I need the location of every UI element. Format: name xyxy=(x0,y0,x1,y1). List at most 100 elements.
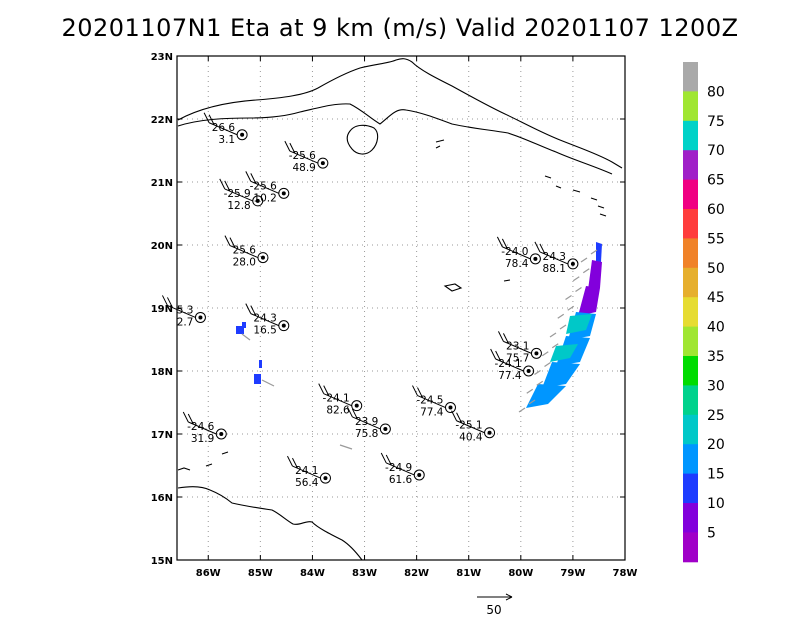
wind-barb-flag xyxy=(451,410,458,421)
observation-site: 25.628.0 xyxy=(224,235,269,269)
site-marker-inner xyxy=(526,369,531,373)
wind-barb-flag xyxy=(502,333,509,344)
wind-vectors xyxy=(241,249,598,450)
swath-segment xyxy=(596,242,602,262)
site-temp-label: 24.3 xyxy=(543,251,566,263)
wind-barb-flag xyxy=(292,457,298,469)
swath-segment xyxy=(566,314,592,334)
site-temp-label: -24.1 xyxy=(494,358,521,370)
wind-barb-flag xyxy=(219,178,226,190)
wind-vector xyxy=(567,305,575,311)
site-marker-inner xyxy=(198,315,203,320)
observation-sites: 26.63.1-25.648.9-25.610.2-25.912.825.628… xyxy=(161,112,579,489)
lon-tick-label: 81W xyxy=(456,568,481,579)
site-temp-label: 23.9 xyxy=(355,416,378,428)
lon-tick-label: 83W xyxy=(352,568,377,579)
wind-barb-flag xyxy=(287,455,293,467)
wind-vector xyxy=(339,444,353,450)
site-value-label: 12.8 xyxy=(227,200,250,212)
site-marker-inner xyxy=(255,198,260,203)
colorbar-label: 25 xyxy=(707,408,725,424)
site-temp-label: 24.3 xyxy=(253,313,276,325)
site-marker-inner xyxy=(240,132,245,137)
site-temp-label: -25.6 xyxy=(289,150,316,162)
wind-barb-flag xyxy=(346,406,353,418)
colorbar-label: 55 xyxy=(707,231,725,247)
wind-barb-flag xyxy=(161,295,168,306)
observation-site: 24.316.5 xyxy=(245,303,290,337)
wind-vector xyxy=(572,276,580,282)
site-temp-label: -24.1 xyxy=(323,393,350,405)
site-value-label: 2.7 xyxy=(177,316,194,328)
site-value-label: 61.6 xyxy=(389,474,413,486)
wind-barb-flag xyxy=(224,180,231,192)
colorbar-swatch xyxy=(683,473,698,504)
reference-vector-arrowhead xyxy=(505,593,513,601)
colorbar-swatch xyxy=(683,503,698,533)
wind-barb-flag xyxy=(412,385,418,396)
colorbar-swatch xyxy=(683,179,698,210)
site-temp-label: -24.5 xyxy=(416,395,443,407)
lon-tick-label: 82W xyxy=(404,568,429,579)
colorbar: 80 75 70 65 60 55 50 45 40 35 30 25 20 15 10 5 xyxy=(683,62,725,563)
site-value-label: 31.9 xyxy=(191,433,214,445)
site-marker-inner xyxy=(570,261,575,266)
wind-barb-flag xyxy=(187,413,194,425)
colorbar-label: 80 xyxy=(707,84,725,100)
colorbar-label: 10 xyxy=(707,496,725,512)
site-marker-inner xyxy=(533,256,538,261)
colorbar-label: 60 xyxy=(707,202,725,218)
lon-tick-label: 85W xyxy=(248,568,273,579)
site-value-label: 78.4 xyxy=(505,258,529,270)
site-temp-label: -25.6 xyxy=(250,180,277,192)
observation-site: -24.177.4 xyxy=(490,348,535,382)
site-marker-inner xyxy=(320,161,325,166)
site-temp-label: 24.1 xyxy=(295,465,318,477)
wind-vector xyxy=(261,379,275,387)
wind-barb-flag xyxy=(203,112,210,123)
lat-tick-label: 22N xyxy=(151,115,173,126)
colorbar-swatch xyxy=(683,120,698,151)
lat-tick-label: 23N xyxy=(151,52,173,63)
site-marker-inner xyxy=(487,430,492,435)
wind-vector xyxy=(549,332,557,338)
coastline-bay-islands xyxy=(205,451,229,467)
site-temp-label: -24.0 xyxy=(501,246,528,258)
wind-barb-flag xyxy=(250,305,257,316)
colorbar-swatch xyxy=(683,532,698,563)
observation-site: -24.078.4 xyxy=(496,236,541,270)
site-value-label: 75.7 xyxy=(506,352,529,364)
wind-vector xyxy=(580,257,588,263)
site-temp-label: -24.9 xyxy=(385,462,412,474)
wind-barb-flag xyxy=(497,331,504,342)
lon-tick-label: 84W xyxy=(300,568,325,579)
colorbar-label: 75 xyxy=(707,114,725,130)
wind-barb-flag xyxy=(456,412,463,423)
wind-barb-flag xyxy=(284,140,291,152)
lat-tick-label: 18N xyxy=(151,367,173,378)
wind-barb-flag xyxy=(208,114,215,125)
wind-vector xyxy=(575,287,582,292)
wind-vector xyxy=(528,399,536,405)
swath-segment xyxy=(550,344,578,362)
swath-fragment xyxy=(259,360,262,368)
site-temp-label: 5.3 xyxy=(177,304,194,316)
observation-site: -24.577.4 xyxy=(412,385,456,419)
site-temp-label: -24.6 xyxy=(187,421,214,433)
colorbar-label: 20 xyxy=(707,437,725,453)
colorbar-swatch xyxy=(683,267,698,298)
colorbar-label: 15 xyxy=(707,467,725,483)
site-marker-inner xyxy=(534,351,539,356)
wind-barb-flag xyxy=(495,350,502,362)
coastline-cayman xyxy=(443,279,511,292)
observation-site: 23.175.7 xyxy=(497,331,542,364)
reference-vector-label: 50 xyxy=(486,603,501,617)
lon-tick-label: 80W xyxy=(508,568,533,579)
observation-site: 24.388.1 xyxy=(534,241,579,275)
lat-tick-label: 19N xyxy=(151,304,173,315)
colorbar-label: 70 xyxy=(707,143,725,159)
colorbar-label: 5 xyxy=(707,525,716,541)
lat-tick-label: 17N xyxy=(151,430,173,441)
wind-vector xyxy=(536,380,544,386)
observation-site: 26.63.1 xyxy=(203,112,248,146)
